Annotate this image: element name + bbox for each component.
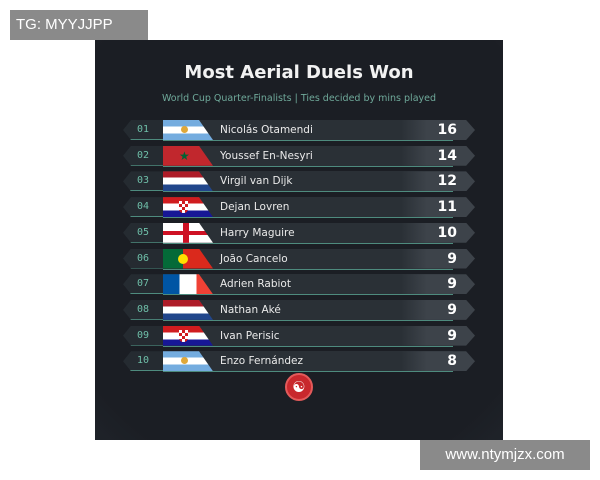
flag-croatia-icon bbox=[163, 197, 213, 218]
brand-logo-icon: ☯ bbox=[285, 373, 313, 401]
row-bar bbox=[163, 351, 453, 373]
table-row: 03 Virgil van Dijk 12 bbox=[123, 171, 475, 193]
player-name: Youssef En-Nesyri bbox=[220, 149, 313, 162]
duels-value: 9 bbox=[401, 325, 475, 346]
table-row: 04 Dejan Lovren 11 bbox=[123, 197, 475, 219]
flag-england-icon bbox=[163, 222, 213, 243]
rank-label: 04 bbox=[123, 197, 167, 218]
flag-france-icon bbox=[163, 274, 213, 295]
duels-value: 14 bbox=[401, 145, 475, 166]
checkered-shield-icon bbox=[179, 201, 188, 214]
table-row: 01 Nicolás Otamendi 16 bbox=[123, 120, 475, 141]
watermark-top: TG: MYYJJPP bbox=[10, 10, 148, 40]
page-title: Most Aerial Duels Won bbox=[184, 62, 414, 83]
sun-emblem-icon bbox=[181, 126, 188, 133]
duels-value: 11 bbox=[401, 197, 475, 218]
star-icon: ★ bbox=[179, 148, 190, 163]
flag-netherlands-icon bbox=[163, 299, 213, 320]
flag-netherlands-icon bbox=[163, 171, 213, 192]
player-name: Nicolás Otamendi bbox=[220, 124, 313, 136]
rank-label: 06 bbox=[123, 248, 167, 269]
table-row: 07 Adrien Rabiot 9 bbox=[123, 274, 475, 296]
table-row: 05 Harry Maguire 10 bbox=[123, 222, 475, 244]
rank-label: 01 bbox=[123, 120, 167, 140]
duels-value: 16 bbox=[401, 120, 475, 140]
player-name: Ivan Perisic bbox=[220, 329, 280, 342]
leaderboard-card: Most Aerial Duels Won World Cup Quarter-… bbox=[95, 40, 503, 440]
table-row: 06 João Cancelo 9 bbox=[123, 248, 475, 270]
player-name: Enzo Fernández bbox=[220, 355, 304, 368]
rank-label: 07 bbox=[123, 274, 167, 295]
rank-label: 09 bbox=[123, 325, 167, 346]
rank-label: 10 bbox=[123, 351, 167, 372]
duels-value: 9 bbox=[401, 274, 475, 295]
player-name: Dejan Lovren bbox=[220, 201, 290, 214]
rank-label: 08 bbox=[123, 299, 167, 320]
row-bar bbox=[163, 325, 453, 347]
player-name: João Cancelo bbox=[220, 252, 288, 265]
rank-label: 05 bbox=[123, 222, 167, 243]
row-bar bbox=[163, 145, 453, 167]
row-bar bbox=[163, 197, 453, 219]
sun-emblem-icon bbox=[181, 357, 188, 365]
flag-argentina-icon bbox=[163, 120, 213, 140]
table-row: 08 Nathan Aké 9 bbox=[123, 299, 475, 321]
flag-morocco-icon: ★ bbox=[163, 145, 213, 166]
duels-value: 12 bbox=[401, 171, 475, 192]
armillary-sphere-icon bbox=[178, 253, 188, 264]
flag-croatia-icon bbox=[163, 325, 213, 346]
checkered-shield-icon bbox=[179, 329, 188, 342]
table-row: 10 Enzo Fernández 8 bbox=[123, 351, 475, 373]
watermark-bottom: www.ntymjzx.com bbox=[420, 440, 590, 470]
row-bar bbox=[163, 299, 453, 321]
flag-argentina-icon bbox=[163, 351, 213, 372]
row-bar bbox=[163, 171, 453, 193]
duels-value: 8 bbox=[401, 351, 475, 372]
player-name: Adrien Rabiot bbox=[220, 278, 291, 291]
player-name: Virgil van Dijk bbox=[220, 175, 293, 188]
subtitle: World Cup Quarter-Finalists | Ties decid… bbox=[161, 93, 437, 104]
row-bar bbox=[163, 120, 453, 141]
row-bar bbox=[163, 222, 453, 244]
duels-value: 9 bbox=[401, 248, 475, 269]
flag-portugal-icon bbox=[163, 248, 213, 269]
rank-label: 03 bbox=[123, 171, 167, 192]
table-row: 02 ★ Youssef En-Nesyri 14 bbox=[123, 145, 475, 167]
player-name: Harry Maguire bbox=[220, 226, 295, 239]
duels-value: 9 bbox=[401, 299, 475, 320]
table-row: 09 Ivan Perisic 9 bbox=[123, 325, 475, 347]
duels-value: 10 bbox=[401, 222, 475, 243]
rank-label: 02 bbox=[123, 145, 167, 166]
row-bar bbox=[163, 274, 453, 296]
player-name: Nathan Aké bbox=[220, 303, 281, 316]
row-bar bbox=[163, 248, 453, 270]
